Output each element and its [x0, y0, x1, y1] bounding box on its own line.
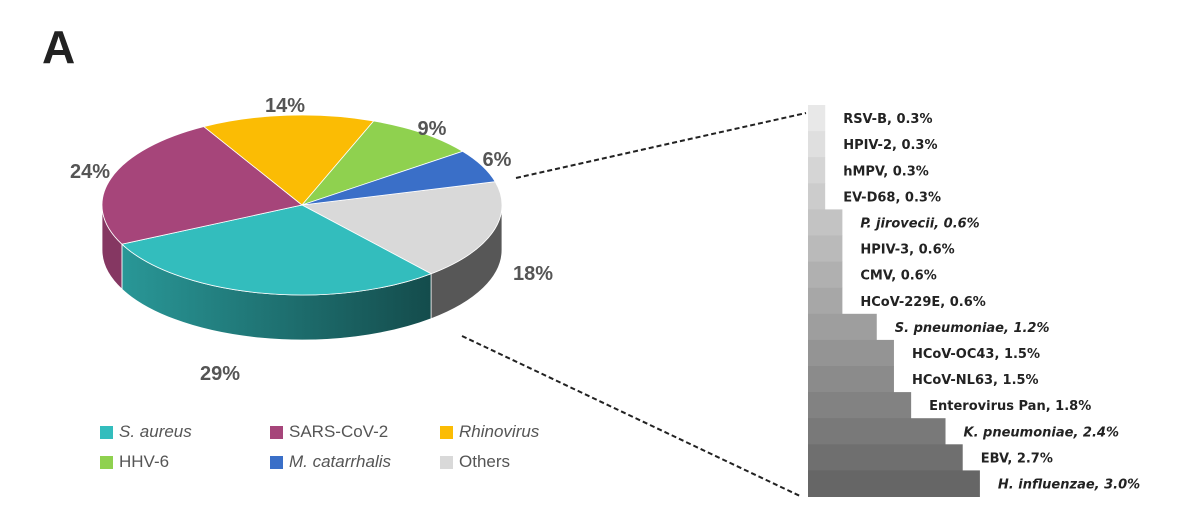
- bar-hcov-nl63: [808, 366, 894, 393]
- pie-label-hhv-6: 9%: [418, 118, 447, 140]
- legend-item: SARS-CoV-2: [270, 422, 388, 442]
- bar-enterovirus-pan: [808, 392, 912, 419]
- bar-ev-d68: [808, 183, 826, 210]
- bar-cmv: [808, 261, 843, 289]
- pie-slice-sars-cov-2: [101, 126, 303, 245]
- legend-swatch: [270, 425, 283, 439]
- pie-slice-hhv-6: [300, 120, 464, 206]
- legend-label: HHV-6: [119, 452, 170, 471]
- legend-item: Others: [440, 452, 510, 472]
- legend-swatch: [270, 455, 283, 469]
- legend-item: Rhinovirus: [440, 422, 539, 442]
- pie-slice-others: [300, 181, 503, 275]
- legend-label: M. catarrhalis: [289, 452, 392, 471]
- legend-swatch: [440, 425, 453, 439]
- legend-item: S. aureus: [100, 422, 192, 442]
- legend-swatch: [100, 455, 113, 469]
- pie-label-sars-cov-2: 24%: [70, 161, 110, 183]
- bar-h-influenzae: [808, 470, 980, 497]
- pie-slice-m-catarrhalis: [301, 150, 496, 206]
- bar-label: CMV, 0.6%: [860, 269, 936, 284]
- bar-label: EV-D68, 0.3%: [843, 190, 941, 205]
- bar-label: S. pneumoniae, 1.2%: [895, 321, 1050, 336]
- bar-ebv: [808, 444, 963, 471]
- pie-label-m-catarrhalis: 6%: [483, 149, 512, 171]
- bar-label: Enterovirus Pan, 1.8%: [929, 399, 1091, 414]
- bar-label: HCoV-OC43, 1.5%: [912, 347, 1040, 362]
- bar-hcov-229e: [808, 287, 843, 315]
- bar-label: EBV, 2.7%: [981, 451, 1053, 466]
- bar-k-pneumoniae: [808, 418, 946, 445]
- pie-label-others: 18%: [513, 263, 553, 285]
- panel-letter: A: [42, 21, 76, 73]
- bar-hmpv: [808, 157, 826, 184]
- bar-hpiv-3: [808, 235, 843, 263]
- bar-label: P. jirovecii, 0.6%: [860, 216, 979, 231]
- legend-label: S. aureus: [119, 422, 192, 441]
- pie-label-s-aureus: 29%: [200, 363, 240, 385]
- bar-label: HCoV-229E, 0.6%: [860, 295, 985, 310]
- bar-label: HPIV-2, 0.3%: [843, 138, 937, 153]
- connector-line-bottom: [461, 335, 801, 497]
- bar-label: HPIV-3, 0.6%: [860, 243, 954, 258]
- bar-label: K. pneumoniae, 2.4%: [964, 425, 1119, 440]
- bar-label: RSV-B, 0.3%: [843, 112, 932, 127]
- bar-rsv-b: [808, 105, 826, 132]
- bar-hpiv-2: [808, 131, 826, 158]
- bar-s-pneumoniae: [808, 313, 877, 341]
- bar-p-jirovecii: [808, 209, 843, 236]
- pie-slice-rhinovirus: [202, 114, 375, 206]
- bar-label: hMPV, 0.3%: [843, 164, 929, 179]
- bar-label: HCoV-NL63, 1.5%: [912, 373, 1039, 388]
- connector-line-top: [515, 112, 807, 179]
- bar-hcov-oc43: [808, 339, 894, 367]
- legend-label: Others: [459, 452, 511, 471]
- legend-label: Rhinovirus: [459, 422, 540, 441]
- legend-label: SARS-CoV-2: [289, 422, 389, 441]
- legend-item: HHV-6: [100, 452, 169, 472]
- legend-item: M. catarrhalis: [270, 452, 391, 472]
- pie-label-rhinovirus: 14%: [265, 95, 305, 117]
- bar-label: H. influenzae, 3.0%: [998, 477, 1140, 492]
- legend-swatch: [100, 425, 113, 439]
- legend-swatch: [440, 455, 453, 469]
